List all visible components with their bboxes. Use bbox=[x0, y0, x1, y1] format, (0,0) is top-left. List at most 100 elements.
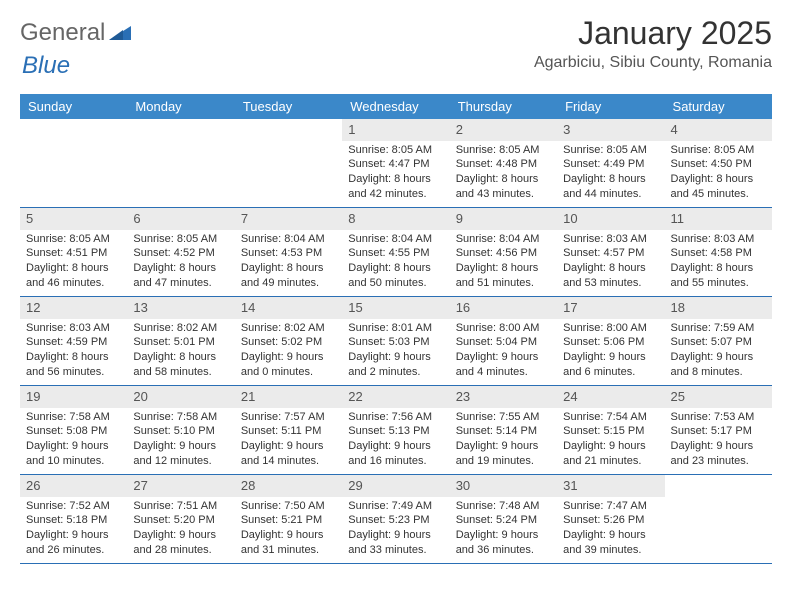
daylight-text-2: and 42 minutes. bbox=[348, 187, 443, 202]
logo-text-gray: General bbox=[20, 19, 105, 47]
daylight-text-1: Daylight: 9 hours bbox=[563, 350, 658, 365]
sunset-text: Sunset: 4:57 PM bbox=[563, 246, 658, 261]
sunrise-text: Sunrise: 8:04 AM bbox=[456, 232, 551, 247]
daylight-text-2: and 47 minutes. bbox=[133, 276, 228, 291]
sunset-text: Sunset: 4:49 PM bbox=[563, 157, 658, 172]
daylight-text-1: Daylight: 9 hours bbox=[456, 350, 551, 365]
sunset-text: Sunset: 4:50 PM bbox=[671, 157, 766, 172]
day-details: Sunrise: 7:50 AMSunset: 5:21 PMDaylight:… bbox=[235, 497, 342, 562]
day-cell: 4Sunrise: 8:05 AMSunset: 4:50 PMDaylight… bbox=[665, 119, 772, 207]
day-cell bbox=[235, 119, 342, 207]
logo-triangle-icon bbox=[109, 22, 131, 45]
sunset-text: Sunset: 5:15 PM bbox=[563, 424, 658, 439]
day-number: 26 bbox=[20, 475, 127, 497]
day-details: Sunrise: 8:05 AMSunset: 4:52 PMDaylight:… bbox=[127, 230, 234, 295]
sunset-text: Sunset: 5:07 PM bbox=[671, 335, 766, 350]
daylight-text-1: Daylight: 8 hours bbox=[348, 261, 443, 276]
daylight-text-1: Daylight: 8 hours bbox=[671, 172, 766, 187]
sunset-text: Sunset: 5:04 PM bbox=[456, 335, 551, 350]
logo: General bbox=[20, 15, 133, 47]
sunset-text: Sunset: 5:08 PM bbox=[26, 424, 121, 439]
daylight-text-1: Daylight: 8 hours bbox=[563, 261, 658, 276]
day-number: 12 bbox=[20, 297, 127, 319]
daylight-text-2: and 53 minutes. bbox=[563, 276, 658, 291]
day-details: Sunrise: 7:57 AMSunset: 5:11 PMDaylight:… bbox=[235, 408, 342, 473]
sunset-text: Sunset: 4:59 PM bbox=[26, 335, 121, 350]
day-details: Sunrise: 7:56 AMSunset: 5:13 PMDaylight:… bbox=[342, 408, 449, 473]
sunrise-text: Sunrise: 8:02 AM bbox=[241, 321, 336, 336]
day-details: Sunrise: 8:01 AMSunset: 5:03 PMDaylight:… bbox=[342, 319, 449, 384]
daylight-text-1: Daylight: 9 hours bbox=[348, 350, 443, 365]
sunrise-text: Sunrise: 7:47 AM bbox=[563, 499, 658, 514]
daylight-text-2: and 16 minutes. bbox=[348, 454, 443, 469]
daylight-text-1: Daylight: 9 hours bbox=[563, 528, 658, 543]
location: Agarbiciu, Sibiu County, Romania bbox=[534, 54, 772, 72]
day-cell: 7Sunrise: 8:04 AMSunset: 4:53 PMDaylight… bbox=[235, 208, 342, 296]
week-row: 26Sunrise: 7:52 AMSunset: 5:18 PMDayligh… bbox=[20, 475, 772, 564]
daylight-text-1: Daylight: 8 hours bbox=[241, 261, 336, 276]
day-cell: 11Sunrise: 8:03 AMSunset: 4:58 PMDayligh… bbox=[665, 208, 772, 296]
sunrise-text: Sunrise: 7:56 AM bbox=[348, 410, 443, 425]
daylight-text-2: and 33 minutes. bbox=[348, 543, 443, 558]
day-cell: 14Sunrise: 8:02 AMSunset: 5:02 PMDayligh… bbox=[235, 297, 342, 385]
day-details: Sunrise: 8:04 AMSunset: 4:53 PMDaylight:… bbox=[235, 230, 342, 295]
day-details: Sunrise: 8:00 AMSunset: 5:04 PMDaylight:… bbox=[450, 319, 557, 384]
day-number: 18 bbox=[665, 297, 772, 319]
day-number: 2 bbox=[450, 119, 557, 141]
sunrise-text: Sunrise: 8:05 AM bbox=[456, 143, 551, 158]
sunrise-text: Sunrise: 7:50 AM bbox=[241, 499, 336, 514]
sunrise-text: Sunrise: 8:01 AM bbox=[348, 321, 443, 336]
day-details: Sunrise: 7:51 AMSunset: 5:20 PMDaylight:… bbox=[127, 497, 234, 562]
daylight-text-2: and 21 minutes. bbox=[563, 454, 658, 469]
sunset-text: Sunset: 5:06 PM bbox=[563, 335, 658, 350]
day-details: Sunrise: 7:55 AMSunset: 5:14 PMDaylight:… bbox=[450, 408, 557, 473]
sunset-text: Sunset: 4:58 PM bbox=[671, 246, 766, 261]
sunset-text: Sunset: 5:14 PM bbox=[456, 424, 551, 439]
day-header: Thursday bbox=[450, 94, 557, 119]
daylight-text-2: and 36 minutes. bbox=[456, 543, 551, 558]
day-header: Monday bbox=[127, 94, 234, 119]
daylight-text-2: and 10 minutes. bbox=[26, 454, 121, 469]
sunset-text: Sunset: 5:26 PM bbox=[563, 513, 658, 528]
day-cell bbox=[127, 119, 234, 207]
day-cell: 9Sunrise: 8:04 AMSunset: 4:56 PMDaylight… bbox=[450, 208, 557, 296]
day-details: Sunrise: 8:04 AMSunset: 4:55 PMDaylight:… bbox=[342, 230, 449, 295]
daylight-text-1: Daylight: 9 hours bbox=[133, 439, 228, 454]
sunset-text: Sunset: 4:47 PM bbox=[348, 157, 443, 172]
daylight-text-2: and 44 minutes. bbox=[563, 187, 658, 202]
sunset-text: Sunset: 5:20 PM bbox=[133, 513, 228, 528]
daylight-text-2: and 12 minutes. bbox=[133, 454, 228, 469]
day-details: Sunrise: 8:03 AMSunset: 4:57 PMDaylight:… bbox=[557, 230, 664, 295]
daylight-text-1: Daylight: 9 hours bbox=[26, 439, 121, 454]
daylight-text-2: and 4 minutes. bbox=[456, 365, 551, 380]
day-cell: 10Sunrise: 8:03 AMSunset: 4:57 PMDayligh… bbox=[557, 208, 664, 296]
sunset-text: Sunset: 5:21 PM bbox=[241, 513, 336, 528]
daylight-text-2: and 39 minutes. bbox=[563, 543, 658, 558]
sunset-text: Sunset: 5:23 PM bbox=[348, 513, 443, 528]
day-number: 8 bbox=[342, 208, 449, 230]
day-cell: 23Sunrise: 7:55 AMSunset: 5:14 PMDayligh… bbox=[450, 386, 557, 474]
day-number: 29 bbox=[342, 475, 449, 497]
day-details: Sunrise: 8:00 AMSunset: 5:06 PMDaylight:… bbox=[557, 319, 664, 384]
daylight-text-1: Daylight: 9 hours bbox=[671, 439, 766, 454]
day-header: Friday bbox=[557, 94, 664, 119]
day-details: Sunrise: 8:05 AMSunset: 4:47 PMDaylight:… bbox=[342, 141, 449, 206]
day-cell: 21Sunrise: 7:57 AMSunset: 5:11 PMDayligh… bbox=[235, 386, 342, 474]
day-number: 20 bbox=[127, 386, 234, 408]
daylight-text-2: and 51 minutes. bbox=[456, 276, 551, 291]
title-block: January 2025 Agarbiciu, Sibiu County, Ro… bbox=[534, 15, 772, 72]
daylight-text-1: Daylight: 8 hours bbox=[671, 261, 766, 276]
day-number: 27 bbox=[127, 475, 234, 497]
day-cell bbox=[665, 475, 772, 563]
week-row: 1Sunrise: 8:05 AMSunset: 4:47 PMDaylight… bbox=[20, 119, 772, 208]
day-cell: 17Sunrise: 8:00 AMSunset: 5:06 PMDayligh… bbox=[557, 297, 664, 385]
sunrise-text: Sunrise: 8:05 AM bbox=[563, 143, 658, 158]
day-number: 19 bbox=[20, 386, 127, 408]
sunrise-text: Sunrise: 8:04 AM bbox=[348, 232, 443, 247]
day-number: 10 bbox=[557, 208, 664, 230]
day-number: 7 bbox=[235, 208, 342, 230]
daylight-text-2: and 58 minutes. bbox=[133, 365, 228, 380]
day-cell: 26Sunrise: 7:52 AMSunset: 5:18 PMDayligh… bbox=[20, 475, 127, 563]
day-details: Sunrise: 8:05 AMSunset: 4:49 PMDaylight:… bbox=[557, 141, 664, 206]
sunset-text: Sunset: 4:56 PM bbox=[456, 246, 551, 261]
